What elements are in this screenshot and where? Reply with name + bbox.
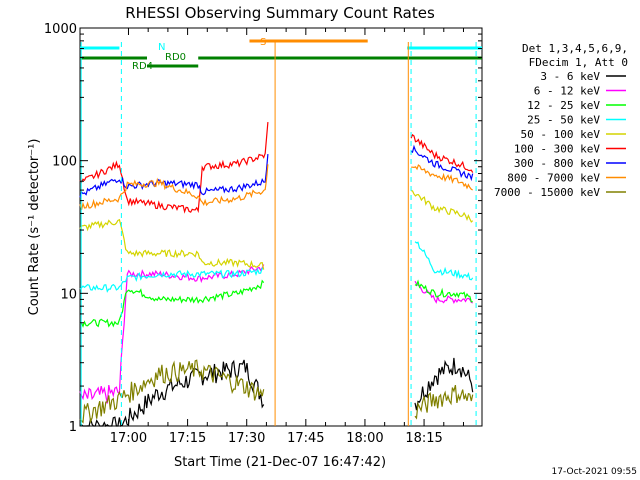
plot-frame: [79, 27, 483, 427]
y-tick-label-2: 100: [52, 155, 77, 170]
legend-label-2: 12 - 25 keV: [527, 99, 600, 112]
series-line-8-0: [79, 359, 265, 424]
night-flag-label: N: [158, 42, 165, 53]
x-axis: Start Time (21-Dec-07 16:47:42) 17:00 17:…: [110, 28, 464, 470]
series-line-0-1: [414, 357, 474, 411]
series-1: [79, 264, 473, 404]
series-line-4-0: [79, 218, 265, 270]
series-line-3-0: [79, 267, 264, 293]
series-line-7-1: [411, 164, 473, 191]
legend-label-1: 6 - 12 keV: [534, 85, 601, 98]
series-0: [79, 357, 474, 428]
instrument-flags: N S RD0 RD4: [80, 37, 482, 426]
x-tick-label-4: 18:00: [346, 431, 383, 446]
x-tick-label-5: 18:15: [405, 431, 442, 446]
legend-label-3: 25 - 50 keV: [527, 114, 600, 127]
legend-label-7: 800 - 7000 keV: [507, 172, 600, 185]
legend-label-4: 50 - 100 keV: [521, 128, 601, 141]
x-tick-label-0: 17:00: [110, 431, 147, 446]
series-2: [79, 279, 473, 328]
rd4-flag-label: RD4: [132, 61, 153, 72]
y-tick-label-0: 1: [69, 420, 77, 435]
chart-title: RHESSI Observing Summary Count Rates: [125, 4, 435, 22]
x-tick-label-2: 17:30: [228, 431, 265, 446]
x-tick-label-3: 17:45: [287, 431, 324, 446]
x-tick-label-1: 17:15: [169, 431, 206, 446]
series-line-1-1: [414, 280, 473, 305]
x-axis-label: Start Time (21-Dec-07 16:47:42): [174, 455, 386, 470]
rd0-flag-label: RD0: [165, 52, 186, 63]
series-7: [79, 164, 473, 211]
legend: Det 1,3,4,5,6,9, FDecim 1, Att 0 3 - 6 k…: [494, 42, 628, 199]
series-line-2-0: [79, 279, 265, 328]
y-axis-label: Count Rate (s⁻¹ detector⁻¹): [27, 139, 42, 316]
series-line-7-0: [79, 164, 269, 211]
footer-timestamp: 17-Oct-2021 09:55: [552, 467, 637, 477]
legend-header-line-2: FDecim 1, Att 0: [529, 56, 628, 69]
series-8: [79, 359, 474, 424]
legend-label-5: 100 - 300 keV: [514, 143, 600, 156]
series-line-4-1: [411, 190, 474, 223]
y-axis: Count Rate (s⁻¹ detector⁻¹) 1 10 100 1000: [27, 22, 482, 435]
series-line-1-0: [79, 264, 265, 404]
series-5: [79, 122, 474, 214]
series-line-3-1: [414, 241, 474, 281]
legend-label-6: 300 - 800 keV: [514, 157, 600, 170]
series-line-5-1: [410, 133, 474, 173]
series-line-6-0: [79, 154, 269, 198]
series-line-0-0: [79, 359, 265, 428]
legend-header-line-1: Det 1,3,4,5,6,9,: [522, 42, 628, 55]
series-3: [79, 241, 474, 293]
legend-label-8: 7000 - 15000 keV: [494, 186, 600, 199]
plot-area: [79, 27, 483, 428]
series-4: [79, 190, 474, 270]
series-line-5-0: [79, 122, 269, 214]
y-tick-label-3: 1000: [44, 22, 77, 37]
legend-label-0: 3 - 6 keV: [540, 70, 600, 83]
series-line-8-1: [414, 384, 474, 420]
y-tick-label-1: 10: [60, 287, 77, 302]
series-line-6-1: [410, 144, 474, 182]
series-line-2-1: [414, 279, 473, 303]
series-6: [79, 144, 474, 198]
